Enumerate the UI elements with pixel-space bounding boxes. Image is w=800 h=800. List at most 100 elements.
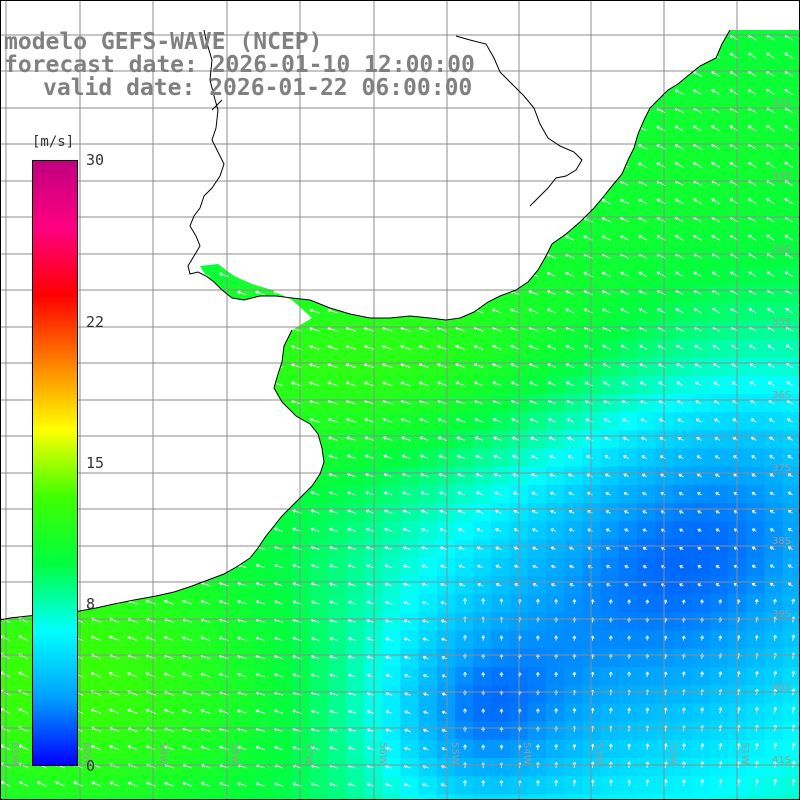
- field-cell: [91, 193, 110, 213]
- wind-arrow: [365, 509, 375, 514]
- wind-arrow: [18, 671, 29, 678]
- field-cell: [764, 667, 784, 686]
- field-cell: [109, 557, 128, 577]
- lon-label: 60W: [81, 742, 92, 765]
- wind-arrow: [713, 381, 721, 387]
- field-cell: [582, 648, 602, 668]
- field-cell: [127, 557, 147, 577]
- field-cell: [273, 230, 292, 249]
- wind-arrow: [420, 454, 429, 460]
- field-cell: [491, 175, 511, 195]
- wind-arrow: [510, 308, 520, 314]
- field-cell: [436, 284, 456, 304]
- wind-arrow: [200, 472, 211, 478]
- field-cell: [764, 703, 784, 723]
- wind-arrow: [274, 127, 284, 132]
- wind-arrow: [642, 510, 648, 514]
- field-cell: [600, 139, 620, 158]
- wind-arrow: [346, 217, 356, 223]
- field-cell: [273, 485, 292, 504]
- field-cell: [691, 794, 711, 800]
- wind-arrow: [440, 783, 447, 787]
- wind-arrow: [273, 472, 284, 478]
- field-cell: [491, 594, 511, 613]
- field-cell: [127, 375, 147, 395]
- wind-arrow: [385, 728, 393, 733]
- field-cell: [473, 630, 492, 650]
- field-cell: [254, 412, 274, 431]
- wind-arrow: [642, 546, 648, 551]
- wind-arrow: [383, 491, 393, 496]
- field-cell: [182, 248, 201, 268]
- wind-arrow: [750, 436, 757, 441]
- wind-arrow: [255, 218, 265, 223]
- coastline: [0, 29, 731, 621]
- wind-arrow: [56, 108, 65, 114]
- field-cell: [254, 102, 274, 122]
- wind-arrow: [92, 145, 102, 150]
- wind-arrow: [474, 72, 484, 77]
- field-cell: [455, 721, 474, 741]
- wind-arrow: [529, 418, 538, 423]
- wind-arrow: [554, 708, 559, 714]
- wind-arrow: [766, 271, 775, 277]
- wind-arrow: [441, 710, 447, 715]
- wind-arrow: [164, 508, 174, 514]
- wind-arrow: [530, 436, 538, 441]
- wind-arrow: [773, 706, 778, 714]
- wind-arrow: [419, 272, 429, 278]
- field-cell: [218, 448, 238, 468]
- wind-arrow: [127, 635, 138, 642]
- field-cell: [673, 703, 693, 723]
- wind-arrow: [236, 436, 247, 441]
- wind-arrow: [565, 199, 575, 205]
- wind-arrow: [455, 254, 466, 259]
- wind-arrow: [608, 599, 613, 605]
- wind-arrow: [182, 417, 193, 423]
- wind-arrow: [146, 490, 156, 496]
- wind-arrow: [345, 381, 356, 387]
- wind-arrow: [638, 107, 648, 114]
- field-cell: [618, 121, 638, 140]
- field-cell: [218, 375, 238, 395]
- field-cell: [582, 739, 602, 759]
- field-cell: [455, 193, 474, 213]
- wind-arrow: [345, 308, 356, 314]
- wind-arrow: [273, 272, 284, 278]
- wind-arrow: [92, 217, 102, 223]
- field-cell: [582, 776, 602, 795]
- wind-arrow: [769, 510, 775, 514]
- field-cell: [491, 121, 511, 140]
- wind-arrow: [456, 126, 466, 132]
- wind-arrow: [346, 199, 356, 205]
- wind-arrow: [364, 436, 375, 441]
- wind-arrow: [364, 217, 375, 223]
- wind-arrow: [749, 363, 757, 368]
- field-cell: [527, 48, 547, 67]
- field-cell: [291, 175, 310, 195]
- wind-arrow: [751, 510, 757, 514]
- field-cell: [546, 157, 565, 177]
- field-cell: [746, 630, 765, 650]
- wind-arrow: [420, 36, 429, 41]
- field-cell: [0, 303, 19, 322]
- wind-arrow: [554, 672, 558, 678]
- wind-arrow: [624, 510, 630, 514]
- wind-arrow: [474, 90, 484, 96]
- wind-arrow: [92, 181, 102, 187]
- wind-arrow: [146, 417, 156, 423]
- field-cell: [327, 794, 347, 800]
- wind-arrow: [773, 670, 778, 678]
- wind-arrow: [473, 344, 484, 350]
- wind-arrow: [403, 782, 411, 787]
- wind-arrow: [440, 564, 447, 569]
- field-cell: [291, 485, 310, 504]
- field-cell: [345, 102, 365, 122]
- wind-arrow: [528, 363, 538, 369]
- wind-arrow: [547, 126, 557, 132]
- field-cell: [691, 739, 711, 759]
- wind-arrow: [546, 290, 557, 296]
- field-cell: [0, 139, 19, 158]
- field-cell: [145, 175, 165, 195]
- wind-arrow: [766, 125, 775, 132]
